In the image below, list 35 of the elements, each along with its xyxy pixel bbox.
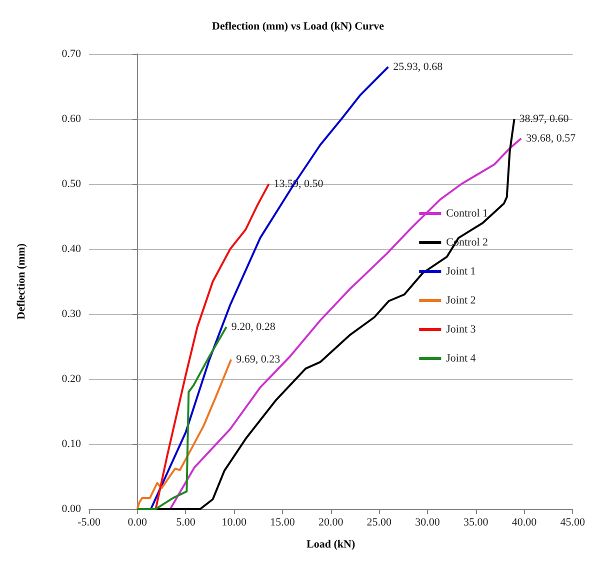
legend-label: Control 1 bbox=[446, 208, 488, 220]
x-axis-title: Load (kN) bbox=[306, 538, 356, 550]
x-tick-label: 35.00 bbox=[464, 516, 489, 528]
x-tick-label: -5.00 bbox=[78, 516, 101, 528]
annotation: 25.93, 0.68 bbox=[393, 61, 444, 73]
y-tick-label: 0.40 bbox=[62, 243, 82, 255]
legend-label: Joint 3 bbox=[446, 324, 476, 336]
y-axis-title: Deflection (mm) bbox=[16, 243, 28, 320]
x-tick-label: 0.00 bbox=[128, 516, 148, 528]
x-tick-label: 40.00 bbox=[512, 516, 538, 528]
x-tick-label: 45.00 bbox=[560, 516, 586, 528]
legend-label: Joint 4 bbox=[446, 352, 476, 364]
legend-label: Joint 2 bbox=[446, 294, 476, 306]
y-tick-label: 0.00 bbox=[62, 503, 82, 515]
x-tick-label: 10.00 bbox=[222, 516, 247, 528]
y-tick-label: 0.70 bbox=[62, 48, 82, 60]
x-tick-label: 20.00 bbox=[318, 516, 344, 528]
legend-label: Joint 1 bbox=[446, 266, 476, 278]
x-tick-label: 25.00 bbox=[366, 516, 392, 528]
y-tick-label: 0.50 bbox=[62, 178, 82, 190]
y-tick-label: 0.30 bbox=[62, 308, 82, 320]
y-tick-label: 0.60 bbox=[62, 113, 82, 125]
annotation: 9.69, 0.23 bbox=[236, 354, 281, 366]
annotation: 9.20, 0.28 bbox=[231, 321, 276, 333]
line-series bbox=[136, 326, 228, 510]
line-series bbox=[136, 358, 232, 510]
x-tick-label: 5.00 bbox=[176, 516, 196, 528]
x-tick-label: 30.00 bbox=[415, 516, 440, 528]
y-tick-label: 0.10 bbox=[62, 438, 82, 450]
line-series bbox=[150, 66, 390, 510]
x-tick-label: 15.00 bbox=[270, 516, 296, 528]
chart-title: Deflection (mm) vs Load (kN) Curve bbox=[212, 20, 384, 32]
annotation: 39.68, 0.57 bbox=[526, 132, 576, 144]
annotation: 38.97, 0.60 bbox=[519, 113, 570, 125]
y-tick-label: 0.20 bbox=[62, 373, 82, 385]
